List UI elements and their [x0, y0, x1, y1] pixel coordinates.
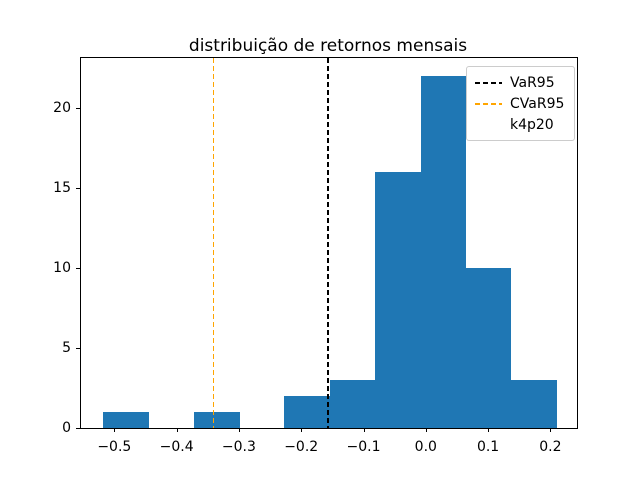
x-tick-mark — [363, 428, 365, 432]
y-tick-label: 20 — [53, 99, 71, 116]
legend: VaR95 CVaR95 k4p20 — [466, 66, 576, 141]
x-tick-label: −0.1 — [346, 439, 381, 455]
histogram-bar — [284, 395, 330, 428]
dashed-line-icon — [475, 102, 502, 105]
y-tick-label: 15 — [53, 179, 71, 196]
legend-entry-cvar95: CVaR95 — [475, 93, 564, 114]
x-tick-mark — [425, 428, 427, 432]
histogram-bar — [420, 75, 466, 428]
y-tick-mark — [76, 187, 80, 189]
y-tick-mark — [76, 428, 80, 429]
y-tick-mark — [76, 267, 80, 269]
histogram-bar — [194, 411, 240, 428]
x-tick-mark — [114, 428, 116, 432]
legend-label: k4p20 — [510, 116, 554, 133]
x-tick-mark — [176, 428, 178, 432]
x-tick-label: −0.5 — [97, 439, 132, 455]
histogram-bar — [103, 411, 149, 428]
x-tick-mark — [238, 428, 240, 432]
histogram-bar — [465, 267, 512, 428]
y-tick-label: 10 — [53, 259, 71, 276]
chart-title: distribuição de retornos mensais — [188, 36, 468, 56]
y-tick-mark — [76, 107, 80, 109]
legend-label: CVaR95 — [510, 95, 565, 112]
y-tick-mark — [76, 347, 80, 349]
x-tick-label: −0.2 — [284, 439, 319, 455]
legend-entry-k4p20: k4p20 — [475, 114, 564, 135]
x-tick-label: 0.2 — [539, 439, 562, 455]
x-tick-label: 0.0 — [414, 439, 437, 455]
x-tick-mark — [550, 428, 552, 432]
histogram-bar — [511, 379, 557, 428]
histogram-bar — [375, 171, 421, 428]
y-tick-label: 5 — [62, 339, 71, 356]
legend-label: VaR95 — [510, 74, 555, 91]
vline-var95 — [327, 58, 329, 428]
x-tick-label: −0.3 — [221, 439, 256, 455]
vline-cvar95 — [212, 58, 215, 428]
x-tick-mark — [488, 428, 490, 432]
x-tick-label: 0.1 — [476, 439, 500, 455]
x-tick-label: −0.4 — [159, 439, 194, 455]
dashed-line-icon — [475, 81, 502, 84]
histogram-bar — [329, 379, 376, 428]
y-tick-label: 0 — [62, 420, 71, 436]
x-tick-mark — [301, 428, 303, 432]
legend-entry-var95: VaR95 — [475, 72, 564, 93]
